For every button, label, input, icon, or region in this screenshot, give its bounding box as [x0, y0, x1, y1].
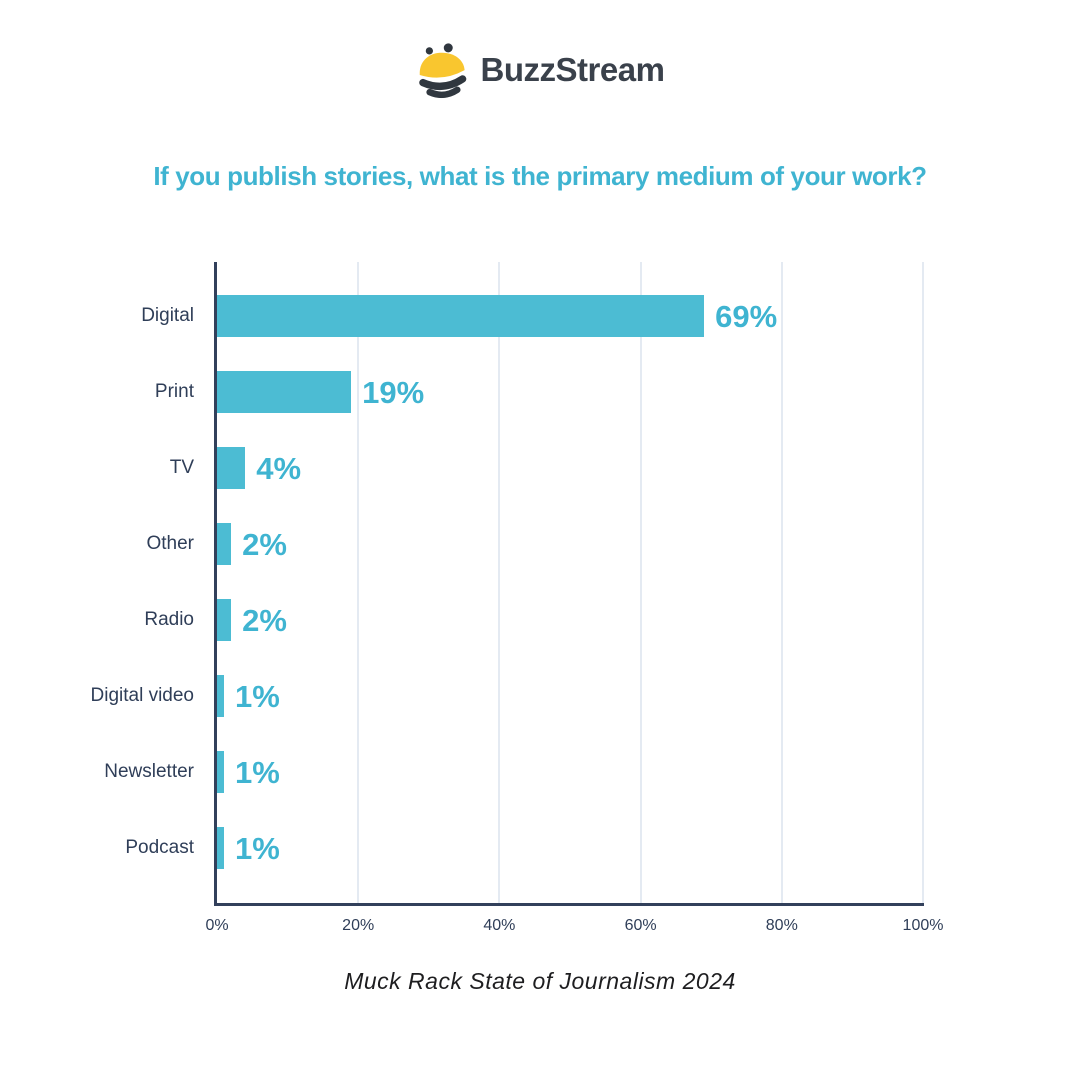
gridline — [780, 262, 783, 903]
source-caption: Muck Rack State of Journalism 2024 — [344, 968, 736, 994]
value-label: 2% — [242, 526, 287, 562]
gridline — [498, 262, 501, 903]
bar-row: Newsletter 1% — [104, 734, 923, 810]
category-label: Digital — [141, 305, 194, 326]
value-label: 1% — [235, 678, 280, 714]
x-axis-ticks: 0% 20% 40% 60% 80% 100% — [205, 917, 943, 941]
x-tick-label: 100% — [902, 917, 944, 934]
gridline — [639, 262, 642, 903]
category-label: Radio — [144, 609, 194, 630]
bar — [217, 295, 705, 337]
value-label: 2% — [242, 602, 287, 638]
category-label: TV — [169, 457, 194, 478]
x-tick-label: 40% — [483, 917, 516, 934]
gridline — [922, 262, 924, 903]
bar-row: Radio 2% — [144, 582, 923, 658]
category-label: Newsletter — [104, 761, 194, 782]
brand-name: BuzzStream — [480, 51, 665, 88]
category-label: Other — [146, 533, 194, 554]
bar-row: Digital 69% — [141, 278, 923, 354]
bee-icon — [418, 43, 466, 99]
bar — [217, 751, 225, 793]
category-label: Print — [154, 381, 194, 402]
value-label: 1% — [235, 754, 280, 790]
x-tick-label: 80% — [765, 917, 798, 934]
plot-area: Digital 69% Print 19% TV 4% Other 2% Radio 2% Digi… — [91, 262, 943, 934]
bar-row: Digital video 1% — [91, 658, 923, 734]
value-label: 19% — [362, 374, 425, 410]
chart-title: If you publish stories, what is the prim… — [153, 161, 927, 191]
bar — [217, 827, 225, 869]
bar-row: Podcast 1% — [125, 810, 923, 886]
bar — [217, 599, 232, 641]
buzzstream-logo: BuzzStream — [0, 42, 1080, 99]
y-axis-line — [214, 262, 217, 906]
bar — [217, 675, 225, 717]
bar — [217, 447, 246, 489]
bar-rows: Digital 69% Print 19% TV 4% Other 2% Radio 2% Digi… — [91, 262, 923, 903]
bar-row: TV 4% — [170, 430, 923, 506]
x-tick-label: 20% — [342, 917, 375, 934]
bar-row: Other 2% — [146, 506, 923, 582]
category-label: Podcast — [125, 837, 194, 858]
gridline — [357, 262, 360, 903]
x-axis-line — [214, 903, 924, 906]
x-tick-label: 60% — [624, 917, 657, 934]
value-label: 69% — [715, 298, 778, 334]
bar-row: Print 19% — [155, 354, 923, 430]
x-tick-label: 0% — [205, 917, 229, 934]
value-label: 4% — [256, 450, 302, 486]
bar — [217, 371, 352, 413]
bar — [217, 523, 232, 565]
category-label: Digital video — [90, 685, 195, 706]
value-label: 1% — [235, 830, 280, 866]
